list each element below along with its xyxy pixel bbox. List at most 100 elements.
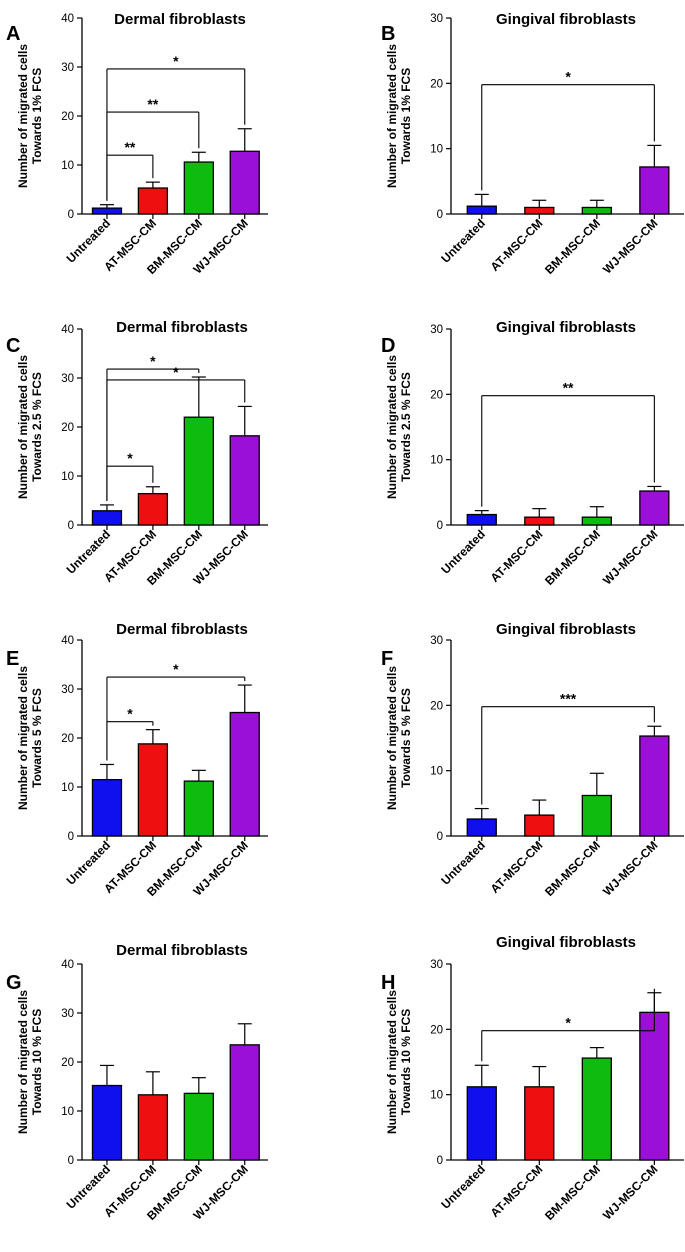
y-tick-label: 30 — [61, 373, 74, 385]
y-tick-label: 20 — [430, 389, 443, 401]
bar-bm-msc-cm — [183, 1092, 214, 1161]
y-tick-label: 0 — [68, 831, 74, 843]
y-tick-label: 30 — [430, 635, 443, 647]
y-tick-label: 10 — [61, 160, 74, 172]
y-axis-label-line: Towards 10 % FCS — [30, 1009, 44, 1115]
bar-untreated — [91, 207, 123, 215]
y-axis-label-line: Number of migrated cells — [385, 990, 399, 1134]
bar-untreated — [466, 513, 497, 526]
bar-at-msc-cm — [524, 1086, 555, 1161]
bar-bm-msc-cm — [581, 516, 612, 526]
x-tick-label: BM-MSC-CM — [542, 216, 603, 277]
panel-title: Gingival fibroblasts — [496, 934, 636, 951]
x-tick-label: AT-MSC-CM — [488, 527, 546, 585]
bar-untreated — [466, 205, 497, 215]
x-tick-label: BM-MSC-CM — [542, 527, 603, 588]
x-tick-label: Untreated — [438, 216, 488, 266]
x-tick-label: Untreated — [438, 527, 488, 577]
significance-label: ** — [563, 380, 574, 396]
significance-label: * — [565, 1015, 571, 1031]
y-tick-label: 0 — [437, 1155, 443, 1167]
bar-wj-msc-cm — [639, 490, 670, 526]
y-axis-label: Number of migrated cellsTowards 2.5 % FC… — [16, 355, 44, 499]
x-tick-label: Untreated — [438, 838, 488, 888]
bar-untreated — [466, 818, 497, 837]
panel-title: Gingival fibroblasts — [496, 621, 636, 638]
y-tick-label: 40 — [61, 635, 74, 647]
significance-label: ** — [124, 139, 135, 155]
bar-at-msc-cm — [137, 1094, 169, 1161]
bar-wj-msc-cm — [229, 1044, 260, 1161]
y-tick-label: 30 — [61, 1008, 74, 1020]
bar-untreated — [91, 510, 123, 526]
x-tick-label: Untreated — [438, 1162, 488, 1212]
y-axis-label-line: Number of migrated cells — [385, 355, 399, 499]
y-tick-label: 0 — [437, 520, 443, 532]
bar-at-msc-cm — [524, 206, 555, 215]
panel-label: G — [6, 972, 22, 994]
y-tick-label: 0 — [437, 831, 443, 843]
x-tick-label: BM-MSC-CM — [542, 1162, 603, 1223]
bar-untreated — [91, 1084, 123, 1161]
panel-title: Dermal fibroblasts — [116, 621, 248, 638]
y-tick-label: 30 — [61, 684, 74, 696]
y-axis-label-line: Towards 10 % FCS — [399, 1009, 413, 1115]
y-axis-label: Number of migrated cellsTowards 10 % FCS — [385, 990, 413, 1134]
y-tick-label: 10 — [61, 782, 74, 794]
y-axis-label: Number of migrated cellsTowards 2.5 % FC… — [385, 355, 413, 499]
y-axis-label-line: Towards 5 % FCS — [399, 688, 413, 788]
significance-label: * — [173, 661, 179, 677]
x-tick-label: AT-MSC-CM — [488, 216, 546, 274]
y-tick-label: 0 — [437, 209, 443, 221]
y-tick-label: 20 — [430, 700, 443, 712]
y-tick-label: 40 — [61, 13, 74, 25]
bar-bm-msc-cm — [581, 206, 612, 215]
y-tick-label: 20 — [430, 1024, 443, 1036]
y-tick-label: 40 — [61, 324, 74, 336]
bar-bm-msc-cm — [183, 161, 214, 215]
bar-bm-msc-cm — [581, 1057, 612, 1161]
x-tick-label: AT-MSC-CM — [488, 838, 546, 896]
bar-wj-msc-cm — [639, 166, 670, 215]
x-tick-label: AT-MSC-CM — [488, 1162, 546, 1220]
y-tick-label: 10 — [430, 144, 443, 156]
panel-f: F Gingival fibroblasts Number of migrated … — [381, 621, 684, 899]
panel-title: Gingival fibroblasts — [496, 319, 636, 336]
y-tick-label: 30 — [430, 324, 443, 336]
y-axis-label-line: Number of migrated cells — [16, 666, 30, 810]
y-tick-label: 0 — [68, 520, 74, 532]
bar-untreated — [91, 779, 123, 837]
y-tick-label: 10 — [430, 766, 443, 778]
y-tick-label: 0 — [68, 1155, 74, 1167]
y-tick-label: 30 — [61, 62, 74, 74]
bar-wj-msc-cm — [229, 711, 260, 837]
y-axis-label-line: Towards 5 % FCS — [30, 688, 44, 788]
y-tick-label: 10 — [430, 1090, 443, 1102]
y-axis-label: Number of migrated cellsTowards 1% FCS — [385, 44, 413, 188]
significance-label: * — [565, 69, 571, 85]
y-axis-label: Number of migrated cellsTowards 10 % FCS — [16, 990, 44, 1134]
y-axis-label-line: Towards 1% FCS — [399, 68, 413, 164]
y-tick-label: 40 — [61, 959, 74, 971]
y-tick-label: 20 — [61, 733, 74, 745]
y-axis-label-line: Number of migrated cells — [385, 666, 399, 810]
y-tick-label: 0 — [68, 209, 74, 221]
significance-label: * — [127, 706, 133, 722]
panel-c: C Dermal fibroblasts Number of migrated ce… — [6, 319, 268, 588]
x-tick-label: WJ-MSC-CM — [600, 216, 660, 276]
y-axis-label: Number of migrated cellsTowards 5 % FCS — [385, 666, 413, 810]
panel-label: H — [381, 972, 395, 994]
panel-b: B Gingival fibroblasts Number of migrated … — [381, 11, 684, 277]
panel-a: A Dermal fibroblasts Number of migrated ce… — [6, 11, 268, 277]
y-tick-label: 30 — [430, 13, 443, 25]
x-tick-label: WJ-MSC-CM — [600, 1162, 660, 1222]
x-tick-label: WJ-MSC-CM — [600, 527, 660, 587]
y-axis-label: Number of migrated cellsTowards 5 % FCS — [16, 666, 44, 810]
y-tick-label: 10 — [430, 455, 443, 467]
significance-label: * — [150, 353, 156, 369]
y-tick-label: 30 — [430, 959, 443, 971]
significance-label: *** — [560, 691, 577, 707]
bar-bm-msc-cm — [183, 416, 214, 526]
bar-wj-msc-cm — [639, 735, 670, 837]
